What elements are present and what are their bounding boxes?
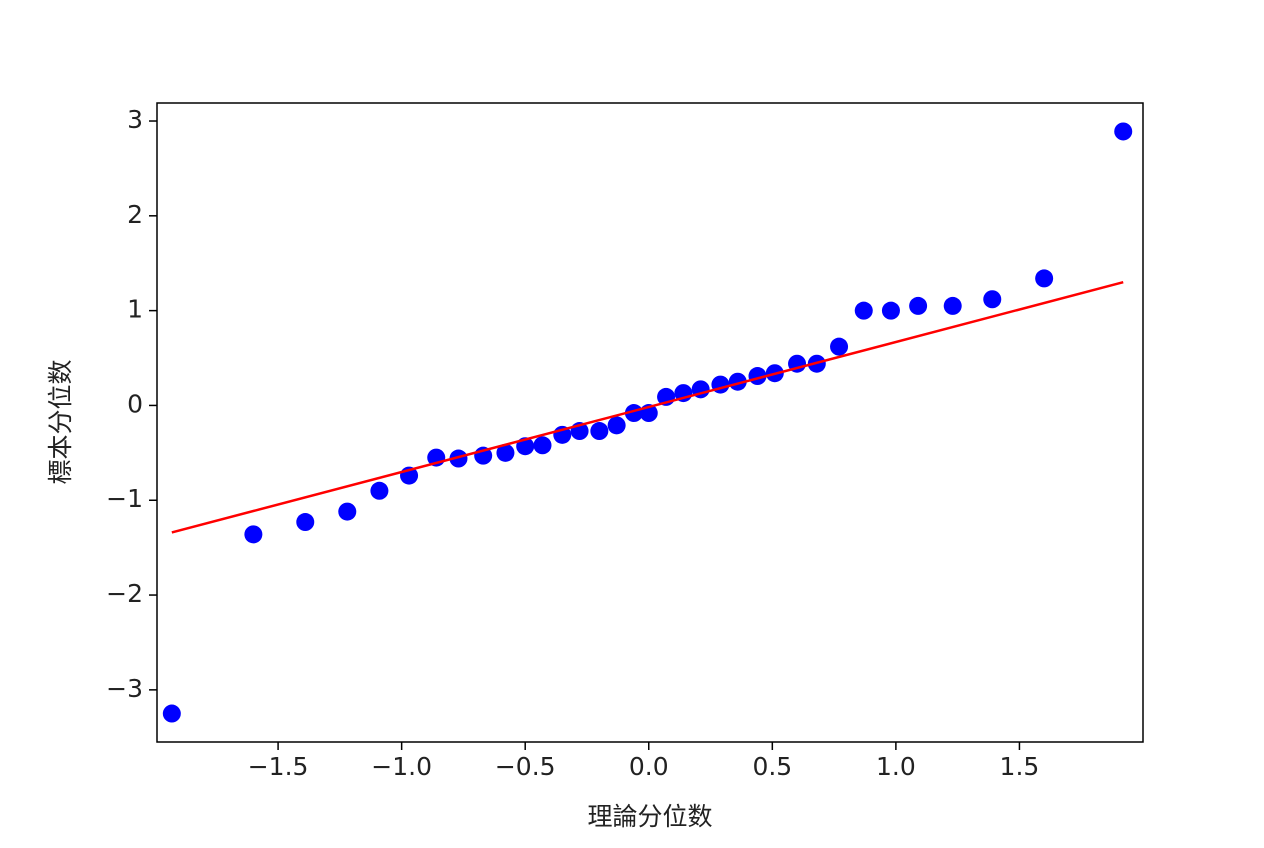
x-tick-label: −0.5 <box>495 752 556 781</box>
point <box>830 337 849 356</box>
point <box>370 481 389 500</box>
y-tick-label: 0 <box>127 389 143 418</box>
y-tick-label: 2 <box>127 200 143 229</box>
point <box>590 422 609 441</box>
x-tick-label: −1.5 <box>248 752 309 781</box>
point <box>607 416 626 435</box>
x-tick-label: 1.0 <box>876 752 916 781</box>
x-tick-label: 0.0 <box>629 752 669 781</box>
point <box>909 296 928 315</box>
fit-line <box>171 280 1124 534</box>
point <box>496 443 515 462</box>
plot-frame <box>156 102 1144 743</box>
point <box>881 301 900 320</box>
point <box>1114 122 1133 141</box>
x-tick-label: 1.5 <box>1000 752 1040 781</box>
point <box>244 525 263 544</box>
x-tick-label: 0.5 <box>752 752 792 781</box>
point <box>533 436 552 455</box>
point <box>338 502 357 521</box>
point <box>296 513 315 532</box>
point <box>728 372 747 391</box>
point <box>983 290 1002 309</box>
point <box>162 704 181 723</box>
point <box>449 449 468 468</box>
y-tick-label: −1 <box>106 484 143 513</box>
point <box>943 296 962 315</box>
y-tick-label: −3 <box>106 674 143 703</box>
point <box>854 301 873 320</box>
y-axis-label: 標本分位数 <box>46 359 75 484</box>
y-tick-label: 3 <box>127 105 143 134</box>
x-tick-label: −1.0 <box>371 752 432 781</box>
y-tick-label: 1 <box>127 295 143 324</box>
y-tick-label: −2 <box>106 579 143 608</box>
point <box>1035 269 1054 288</box>
x-axis-label: 理論分位数 <box>587 802 712 831</box>
